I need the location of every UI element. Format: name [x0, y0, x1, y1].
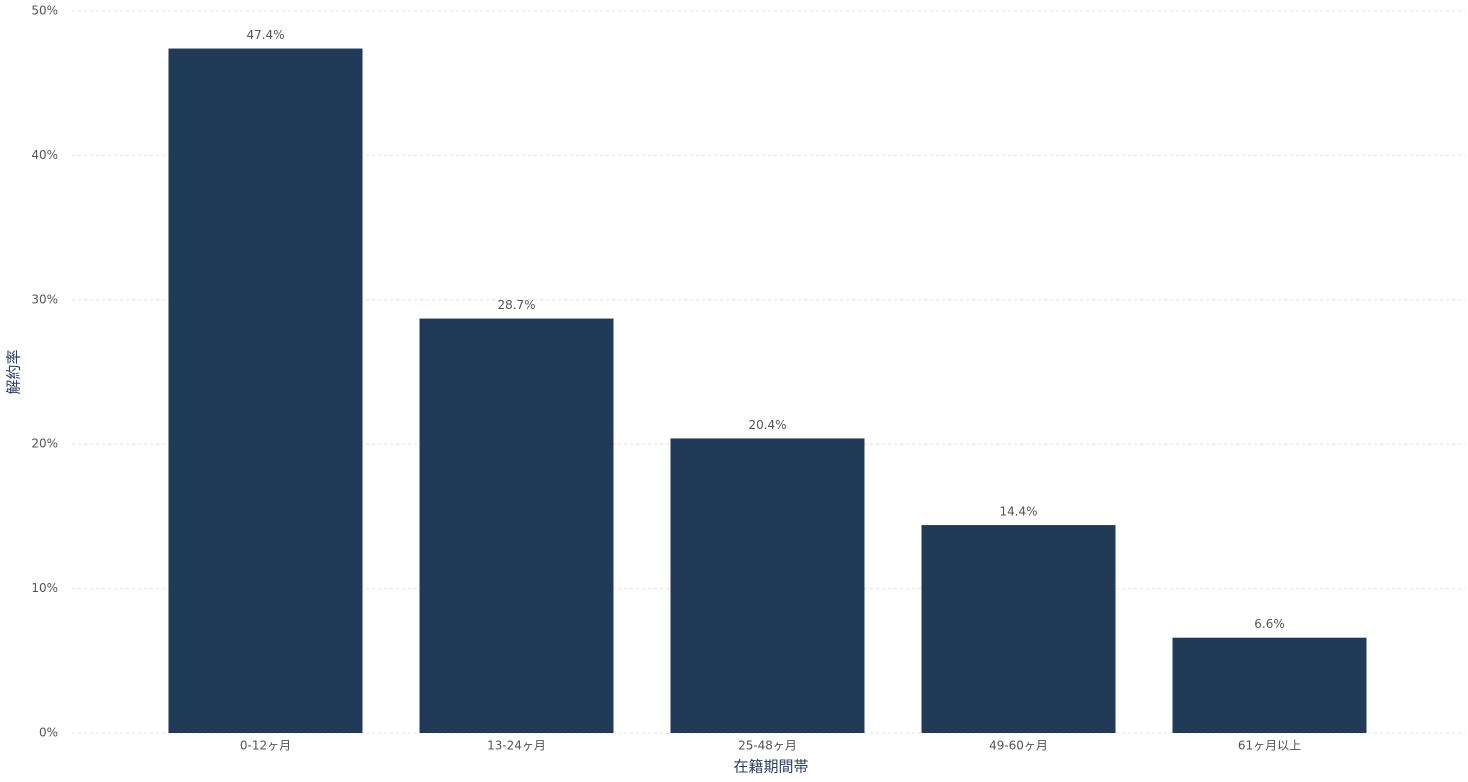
y-tick-label: 30%	[31, 292, 58, 306]
value-label: 6.6%	[1254, 617, 1285, 631]
x-tick-label: 0-12ヶ月	[240, 739, 291, 753]
bar	[419, 318, 614, 733]
x-tick-label: 49-60ヶ月	[989, 739, 1048, 753]
value-label: 14.4%	[999, 505, 1037, 519]
value-label: 47.4%	[246, 28, 284, 42]
bar	[921, 525, 1116, 733]
y-tick-label: 40%	[31, 148, 58, 162]
value-label: 28.7%	[497, 298, 535, 312]
bar	[670, 438, 865, 733]
y-tick-label: 0%	[39, 726, 58, 740]
y-axis-title: 解約率	[5, 349, 23, 394]
value-label: 20.4%	[748, 418, 786, 432]
x-tick-label: 13-24ヶ月	[487, 739, 546, 753]
bar	[168, 48, 363, 733]
x-axis-title: 在籍期間帯	[733, 758, 808, 776]
x-tick-label: 25-48ヶ月	[738, 739, 797, 753]
y-tick-label: 50%	[31, 4, 58, 18]
bar	[1172, 637, 1367, 733]
y-tick-label: 20%	[31, 437, 58, 451]
y-tick-label: 10%	[31, 581, 58, 595]
x-tick-label: 61ヶ月以上	[1238, 739, 1301, 753]
